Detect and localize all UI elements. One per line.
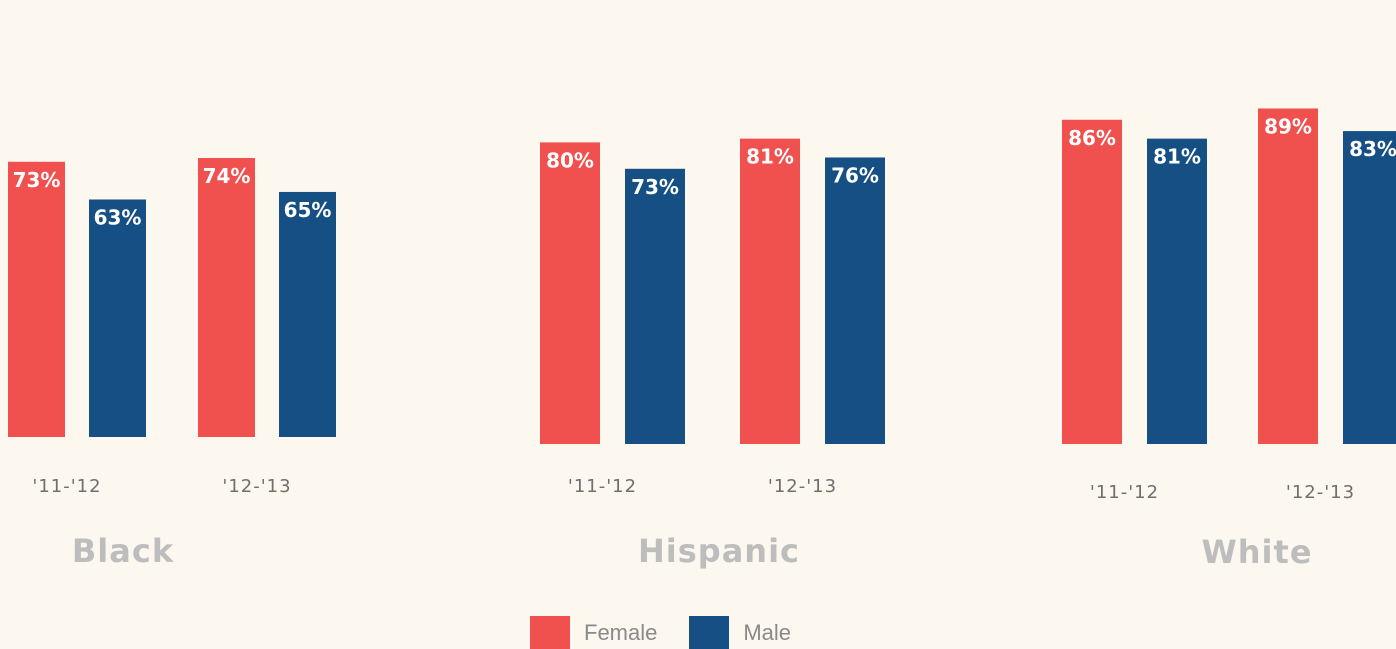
bar-label-hispanic-2-female: 81% [746, 145, 794, 169]
bar-hispanic-1-female [540, 142, 600, 444]
bar-label-black-1-male: 63% [94, 205, 142, 229]
bar-black-2-female [198, 158, 255, 437]
tick-label-hispanic-1: '11-'12 [568, 476, 637, 497]
tick-label-white-2: '12-'13 [1286, 482, 1355, 503]
bar-label-black-2-male: 65% [284, 198, 332, 222]
bar-label-hispanic-2-male: 76% [831, 163, 879, 187]
tick-label-black-2: '12-'13 [222, 476, 291, 497]
legend-swatch-male [689, 616, 730, 649]
tick-label-hispanic-2: '12-'13 [768, 476, 837, 497]
group-title-black: Black [72, 532, 174, 570]
bar-label-black-2-female: 74% [203, 164, 251, 188]
group-white: 86% 81% '11-'12 89% 83% '12-'13 White [1062, 108, 1396, 571]
bar-white-1-female [1062, 119, 1122, 444]
group-hispanic: 80% 73% '11-'12 81% 76% '12-'13 Hispanic [540, 138, 885, 570]
bar-label-white-2-female: 89% [1264, 114, 1312, 138]
group-title-white: White [1201, 533, 1312, 571]
group-black: 73% 63% '11-'12 74% 65% '12-'13 Black [8, 158, 336, 570]
bar-label-white-2-male: 83% [1349, 137, 1396, 161]
bar-label-hispanic-1-female: 80% [546, 148, 594, 172]
bar-label-hispanic-1-male: 73% [631, 175, 679, 199]
legend: Female Male [530, 616, 823, 649]
group-title-hispanic: Hispanic [638, 532, 800, 570]
bar-black-1-male [89, 199, 146, 437]
tick-label-black-1: '11-'12 [32, 476, 101, 497]
bar-hispanic-2-male [825, 157, 885, 445]
bar-white-2-male [1343, 131, 1396, 444]
legend-label-male: Male [743, 619, 792, 645]
legend-item-male: Male [689, 616, 791, 649]
bar-label-white-1-female: 86% [1068, 126, 1116, 150]
legend-swatch-female [530, 616, 570, 649]
legend-label-female: Female [584, 619, 658, 645]
bar-hispanic-1-male [625, 168, 685, 445]
legend-item-female: Female [530, 616, 657, 649]
bar-black-1-female [8, 161, 65, 438]
tick-label-white-1: '11-'12 [1090, 482, 1159, 503]
bar-label-black-1-female: 73% [13, 168, 61, 192]
bar-black-2-male [279, 191, 336, 437]
bar-white-2-female [1258, 108, 1318, 444]
bar-label-white-1-male: 81% [1153, 145, 1201, 169]
bar-hispanic-2-female [740, 138, 800, 444]
bar-white-1-male [1147, 138, 1207, 444]
